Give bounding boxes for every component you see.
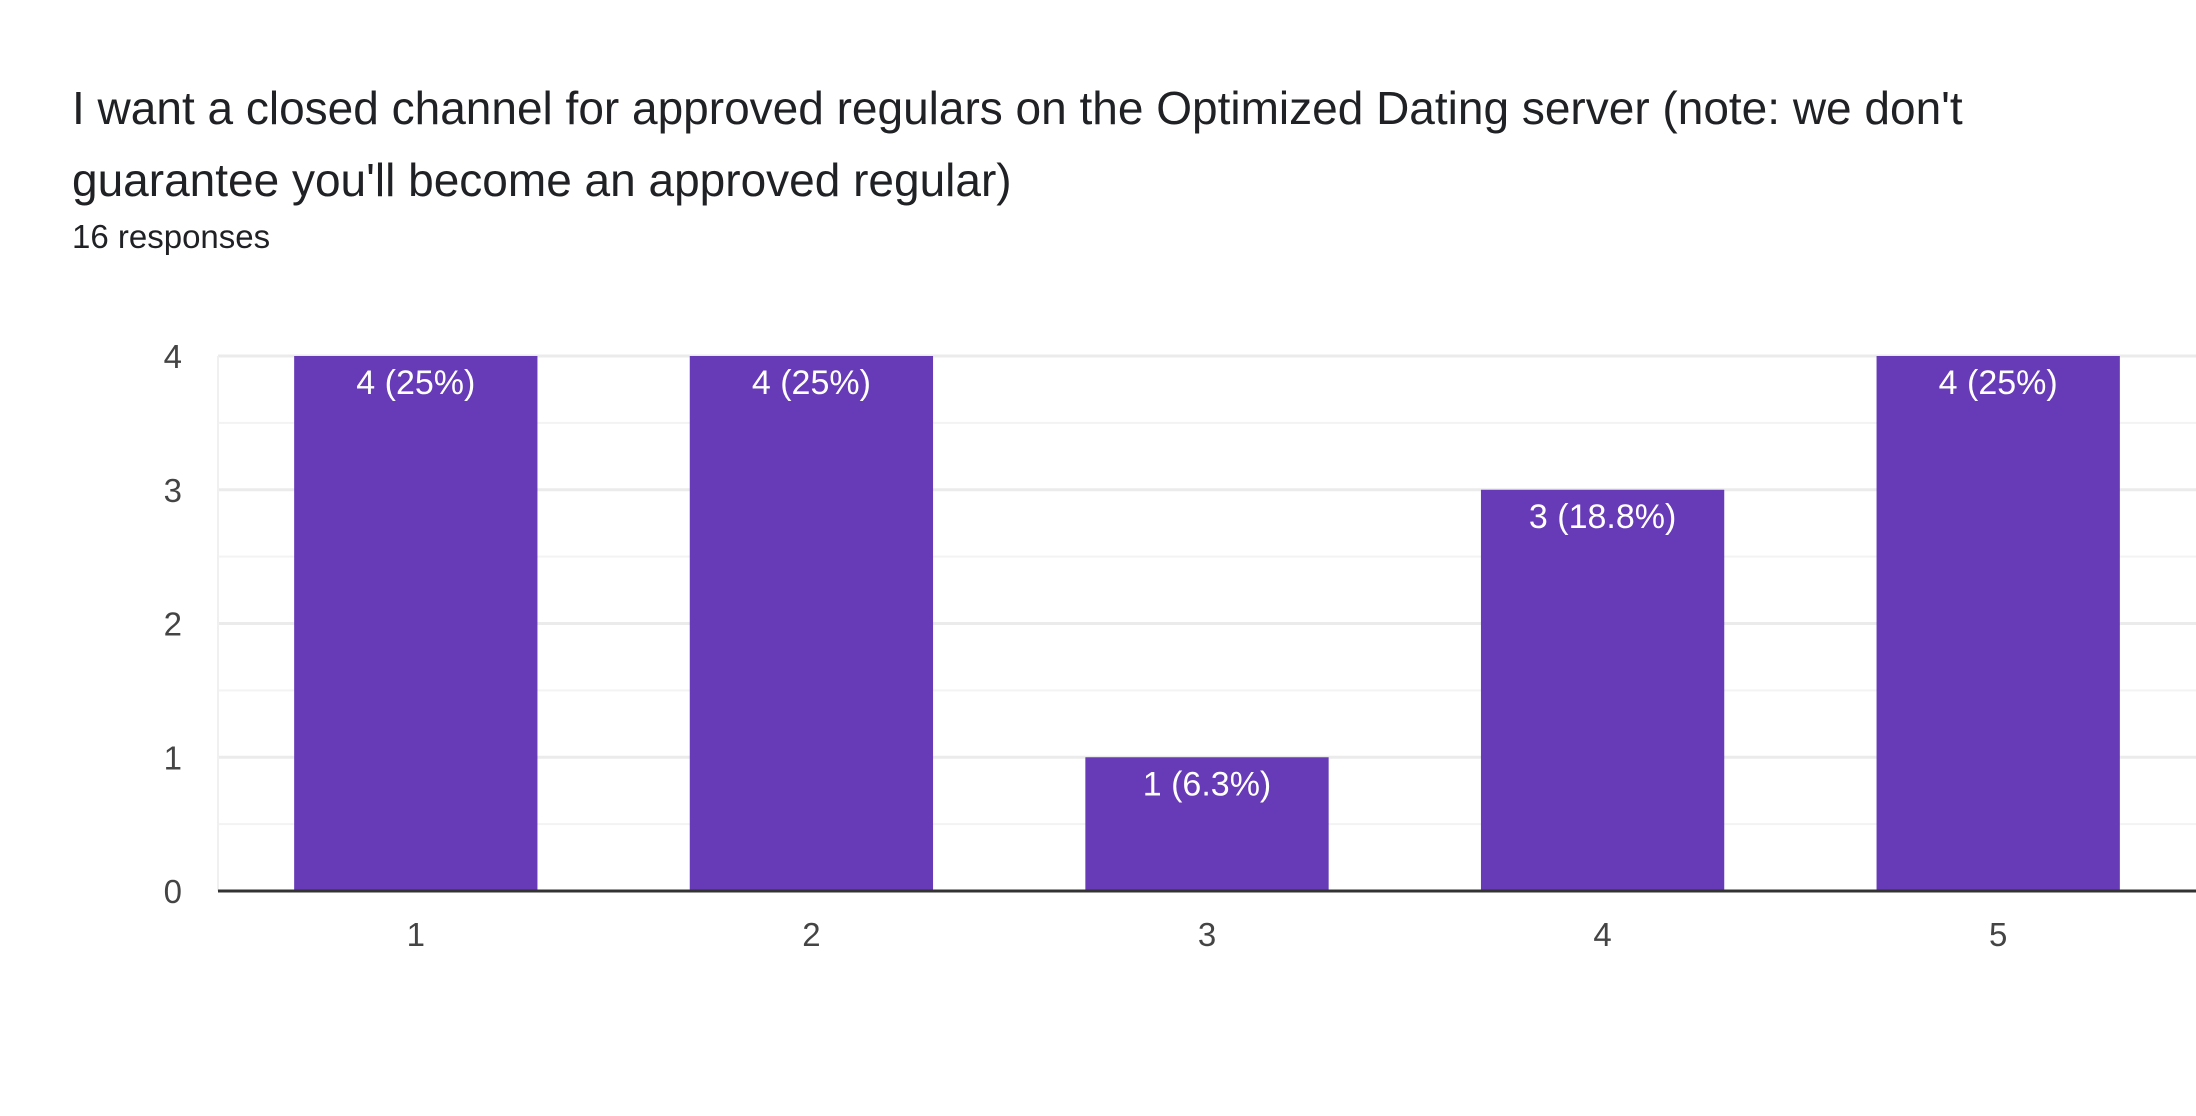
bar: [1876, 356, 2120, 891]
bar: [1480, 489, 1725, 891]
x-tick-label: 3: [1198, 916, 1216, 953]
y-tick-label: 2: [164, 606, 182, 643]
bar-data-label: 4 (25%): [1939, 364, 2058, 402]
question-title: I want a closed channel for approved reg…: [72, 82, 1963, 206]
bar-data-label: 3 (18.8%): [1529, 498, 1676, 536]
bar: [689, 356, 934, 891]
y-tick-label: 3: [164, 472, 182, 509]
bar-data-label: 1 (6.3%): [1143, 765, 1272, 803]
bar: [1085, 757, 1329, 891]
bar-data-label: 4 (25%): [356, 364, 475, 402]
x-tick-label: 5: [1989, 916, 2007, 953]
y-tick-label: 1: [164, 739, 182, 776]
response-count: 16 responses: [72, 218, 271, 255]
x-tick-label: 1: [407, 916, 425, 953]
y-tick-label: 4: [164, 338, 182, 375]
y-tick-label: 0: [164, 873, 182, 910]
x-tick-label: 4: [1593, 916, 1611, 953]
bar-data-label: 4 (25%): [752, 364, 871, 402]
bar: [294, 356, 538, 891]
x-tick-label: 2: [802, 916, 820, 953]
